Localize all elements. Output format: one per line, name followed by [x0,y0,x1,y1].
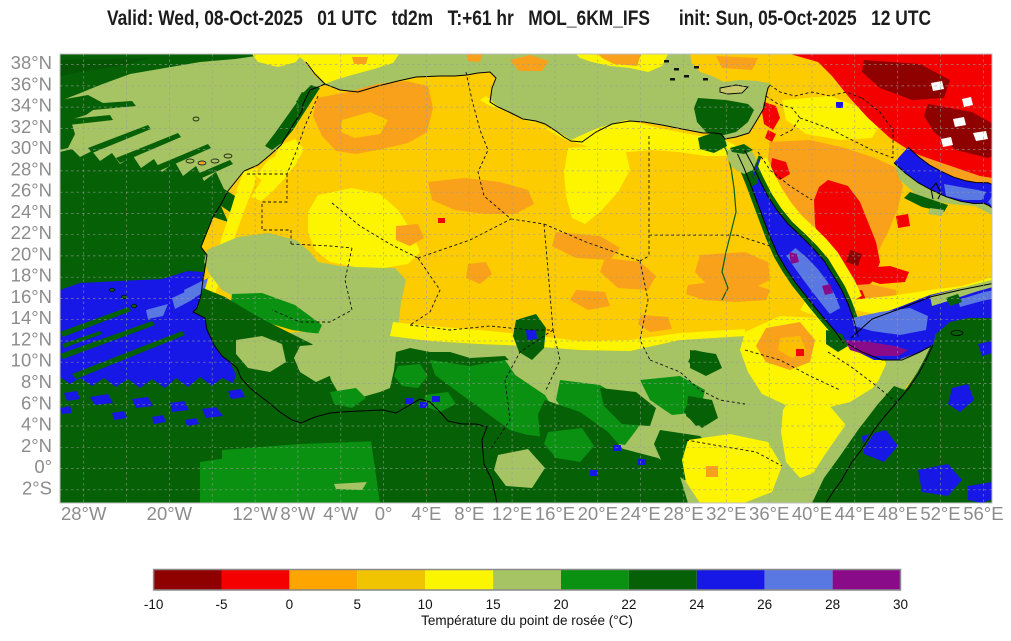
svg-text:12°W: 12°W [232,503,278,524]
svg-text:28: 28 [825,597,840,612]
svg-text:22: 22 [621,597,636,612]
svg-text:2°N: 2°N [21,435,52,456]
svg-text:30°N: 30°N [11,137,52,158]
svg-text:28°E: 28°E [663,503,703,524]
svg-text:32°E: 32°E [706,503,746,524]
svg-text:40°E: 40°E [792,503,832,524]
svg-text:20°E: 20°E [578,503,618,524]
svg-text:52°E: 52°E [920,503,960,524]
svg-text:36°E: 36°E [749,503,789,524]
svg-text:2°S: 2°S [22,477,52,498]
svg-text:-5: -5 [215,597,227,612]
svg-text:0: 0 [286,597,294,612]
svg-text:4°E: 4°E [411,503,441,524]
svg-text:28°W: 28°W [61,503,107,524]
svg-text:12°N: 12°N [11,329,52,350]
svg-text:16°N: 16°N [11,286,52,307]
svg-text:8°W: 8°W [280,503,316,524]
svg-text:48°E: 48°E [878,503,918,524]
svg-text:Température du point de rosée: Température du point de rosée (°C) [421,613,633,628]
svg-text:20°W: 20°W [147,503,193,524]
svg-text:15: 15 [486,597,501,612]
svg-text:4°W: 4°W [323,503,359,524]
svg-text:8°E: 8°E [454,503,484,524]
svg-text:22°N: 22°N [11,222,52,243]
svg-text:-10: -10 [144,597,164,612]
svg-text:4°N: 4°N [21,414,52,435]
svg-text:8°N: 8°N [21,371,52,392]
svg-text:10°N: 10°N [11,350,52,371]
svg-text:6°N: 6°N [21,392,52,413]
svg-text:0°: 0° [375,503,393,524]
svg-text:36°N: 36°N [11,73,52,94]
svg-text:10: 10 [418,597,433,612]
svg-text:38°N: 38°N [11,52,52,73]
svg-text:32°N: 32°N [11,116,52,137]
svg-text:18°N: 18°N [11,265,52,286]
svg-text:14°N: 14°N [11,307,52,328]
svg-text:24: 24 [689,597,705,612]
svg-text:20°N: 20°N [11,243,52,264]
svg-text:56°E: 56°E [963,503,1003,524]
svg-text:34°N: 34°N [11,95,52,116]
svg-text:28°N: 28°N [11,158,52,179]
svg-text:26°N: 26°N [11,180,52,201]
svg-text:24°N: 24°N [11,201,52,222]
svg-text:5: 5 [354,597,362,612]
svg-text:12°E: 12°E [492,503,532,524]
svg-text:26: 26 [757,597,772,612]
svg-text:20: 20 [553,597,568,612]
svg-text:0°: 0° [34,456,52,477]
svg-text:44°E: 44°E [835,503,875,524]
svg-text:30: 30 [893,597,908,612]
svg-text:16°E: 16°E [535,503,575,524]
svg-text:Valid: Wed, 08-Oct-2025 01 U: Valid: Wed, 08-Oct-2025 01 UTC td2m T:+6… [107,7,931,30]
svg-text:24°E: 24°E [620,503,660,524]
